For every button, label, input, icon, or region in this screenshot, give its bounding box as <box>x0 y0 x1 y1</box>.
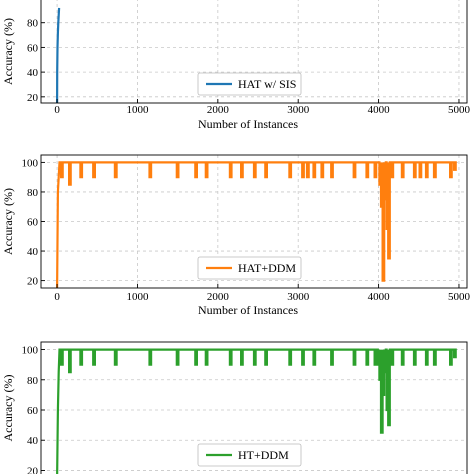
legend: HAT+DDM <box>197 256 302 280</box>
chart-panel-2: 0 1000 2000 3000 4000 5000 20 40 60 80 100 Number o… <box>1 154 471 317</box>
x-tick-label: 2000 <box>207 291 230 303</box>
chart-panel-1: 0 1000 2000 3000 4000 5000 20 40 60 80 Number of I… <box>1 0 470 131</box>
x-tick-label: 4000 <box>368 104 391 116</box>
legend-box <box>197 256 302 280</box>
plot-frame <box>40 0 468 104</box>
legend-label: HAT w/ SIS <box>238 77 296 91</box>
x-tick-label: 5000 <box>448 291 471 303</box>
legend-label: HAT+DDM <box>238 261 296 275</box>
y-tick-label: 100 <box>22 157 39 169</box>
legend-box <box>197 443 302 467</box>
y-tick-label: 40 <box>27 67 39 79</box>
x-tick-label: 5000 <box>448 104 471 116</box>
x-tick-label: 0 <box>54 104 60 116</box>
x-axis-label: Number of Instances <box>198 117 298 131</box>
x-tick-label: 4000 <box>368 291 391 303</box>
x-tick-label: 1000 <box>126 291 149 303</box>
y-tick-label: 40 <box>27 246 39 258</box>
legend-label: HT+DDM <box>238 448 289 462</box>
legend-box <box>197 72 302 96</box>
y-tick-label: 60 <box>27 42 39 54</box>
x-tick-label: 0 <box>54 291 60 303</box>
y-axis-label: Accuracy (%) <box>1 188 15 255</box>
y-tick-label: 20 <box>27 465 39 474</box>
x-tick-label: 3000 <box>287 291 310 303</box>
y-tick-label: 100 <box>22 345 39 357</box>
y-tick-label: 80 <box>27 18 39 30</box>
series-line-ht-ddm <box>56 348 457 474</box>
y-tick-label: 80 <box>27 187 39 199</box>
chart-panel-3: 20 40 60 80 100 Accuracy (%) HT+DDM <box>1 341 468 474</box>
series-line-hat-ddm <box>56 161 457 288</box>
y-tick-label: 60 <box>27 405 39 417</box>
y-axis-label: Accuracy (%) <box>1 18 15 85</box>
y-tick-label: 60 <box>27 217 39 229</box>
legend: HT+DDM <box>197 443 302 467</box>
x-tick-label: 3000 <box>287 104 310 116</box>
y-tick-label: 20 <box>27 276 39 288</box>
y-axis-label: Accuracy (%) <box>1 375 15 442</box>
series-line-hat-w-sis <box>56 7 61 103</box>
y-tick-label: 40 <box>27 435 39 447</box>
x-tick-label: 2000 <box>207 104 230 116</box>
x-tick-label: 1000 <box>126 104 149 116</box>
y-tick-label: 20 <box>27 92 39 104</box>
x-axis-label: Number of Instances <box>198 303 298 317</box>
legend: HAT w/ SIS <box>197 72 302 96</box>
y-tick-label: 80 <box>27 375 39 387</box>
